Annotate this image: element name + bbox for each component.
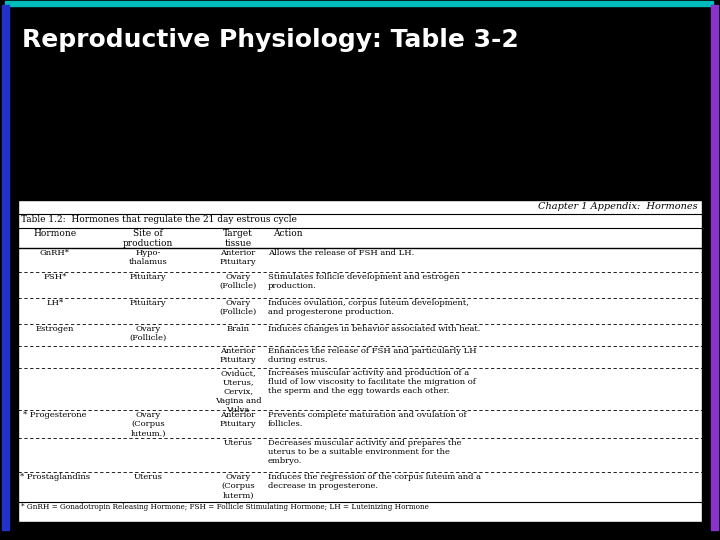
Text: Anterior
Pituitary: Anterior Pituitary (220, 249, 256, 266)
Text: Ovary
(Follicle): Ovary (Follicle) (130, 325, 166, 342)
Text: Ovary
(Follicle): Ovary (Follicle) (220, 273, 256, 290)
Text: * Progesterone: * Progesterone (23, 411, 86, 419)
Text: Ovary
(Corpus
luterm): Ovary (Corpus luterm) (221, 473, 255, 500)
Text: Hormone: Hormone (33, 229, 76, 238)
Text: Pituitary: Pituitary (130, 273, 166, 281)
Bar (18, 200, 702, 522)
Bar (2, 5, 9, 530)
Text: Chapter 1 Appendix:  Hormones: Chapter 1 Appendix: Hormones (539, 202, 698, 211)
Text: Induces ovulation, corpus luteum development,
and progesterone production.: Induces ovulation, corpus luteum develop… (268, 299, 469, 316)
Text: Uterus: Uterus (134, 473, 163, 481)
Text: Hypo-
thalamus: Hypo- thalamus (129, 249, 167, 266)
Text: Oviduct,
Uterus,
Cervix,
Vagina and
Vulva: Oviduct, Uterus, Cervix, Vagina and Vulv… (215, 369, 261, 414)
Text: Target
tissue: Target tissue (223, 229, 253, 248)
Text: Induces the regression of the corpus luteum and a
decrease in progesterone.: Induces the regression of the corpus lut… (268, 473, 481, 490)
Text: Brain: Brain (227, 325, 250, 333)
Text: * Prostaglandins: * Prostaglandins (20, 473, 90, 481)
Text: Induces changes in behavior associated with heat.: Induces changes in behavior associated w… (268, 325, 480, 333)
Text: Enhances the release of FSH and particularly LH
during estrus.: Enhances the release of FSH and particul… (268, 347, 477, 364)
Bar (5, 1, 713, 6)
Text: Anterior
Pituitary: Anterior Pituitary (220, 411, 256, 428)
Text: Uterus: Uterus (224, 439, 253, 447)
Text: Decreases muscular activity and prepares the
uterus to be a suitable environment: Decreases muscular activity and prepares… (268, 439, 462, 465)
Text: Allows the release of FSH and LH.: Allows the release of FSH and LH. (268, 249, 414, 257)
Text: Increases muscular activity and production of a
fluid of low viscosity to facili: Increases muscular activity and producti… (268, 369, 476, 395)
Text: Anterior
Pituitary: Anterior Pituitary (220, 347, 256, 364)
Bar (711, 5, 718, 530)
Text: GnRH*: GnRH* (40, 249, 70, 257)
Text: Site of
production: Site of production (123, 229, 174, 248)
Text: Action: Action (273, 229, 302, 238)
Text: Stimulates follicle development and estrogen
production.: Stimulates follicle development and estr… (268, 273, 459, 290)
Text: Pituitary: Pituitary (130, 299, 166, 307)
Text: Table 1.2:  Hormones that regulate the 21 day estrous cycle: Table 1.2: Hormones that regulate the 21… (21, 215, 297, 224)
Text: Estrogen: Estrogen (36, 325, 74, 333)
Text: FSH*: FSH* (43, 273, 67, 281)
Text: Prevents complete maturation and ovulation of
follicles.: Prevents complete maturation and ovulati… (268, 411, 467, 428)
Text: LH*: LH* (46, 299, 63, 307)
Text: Reproductive Physiology: Table 3-2: Reproductive Physiology: Table 3-2 (22, 28, 518, 52)
Text: Ovary
(Follicle): Ovary (Follicle) (220, 299, 256, 316)
Text: * GnRH = Gonadotropin Releasing Hormone; FSH = Follicle Stimulating Hormone; LH : * GnRH = Gonadotropin Releasing Hormone;… (21, 503, 429, 511)
Text: Ovary
(Corpus
luteum.): Ovary (Corpus luteum.) (130, 411, 166, 437)
